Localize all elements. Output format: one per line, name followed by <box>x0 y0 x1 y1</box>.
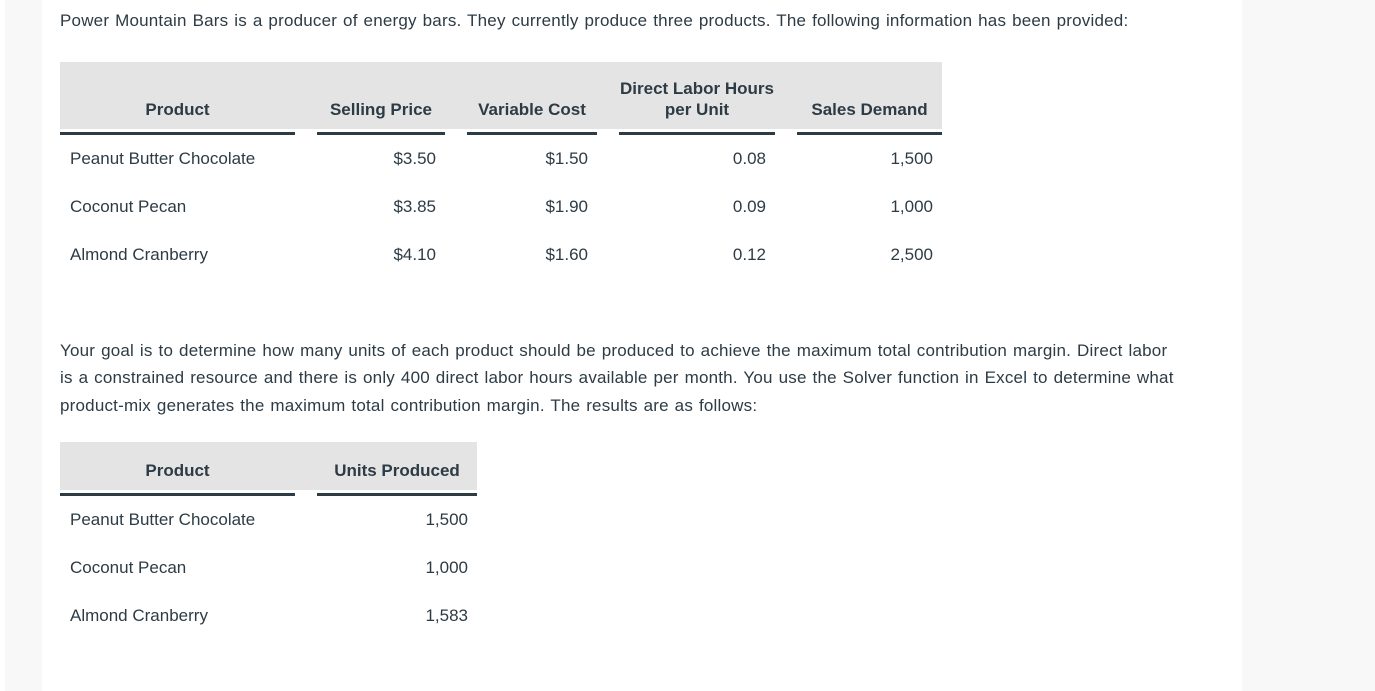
products-table-header-underline <box>60 131 942 135</box>
column-header-variable-cost: Variable Cost <box>478 99 586 119</box>
column-header-direct-labor-hours: Direct Labor Hours per Unit <box>620 78 774 119</box>
cell-sales-demand: 1,500 <box>890 148 933 168</box>
column-header-product: Product <box>145 99 210 119</box>
column-header-selling-price: Selling Price <box>329 99 433 119</box>
header-underline-segment <box>467 131 597 135</box>
results-table-header-row: Product Units Produced <box>60 442 477 490</box>
table-row: Peanut Butter Chocolate 1,500 <box>60 496 477 544</box>
cell-product: Coconut Pecan <box>70 558 187 577</box>
cell-sales-demand: 2,500 <box>890 244 933 264</box>
header-underline-segment <box>317 493 477 496</box>
table-row: Coconut Pecan $3.85 $1.90 0.09 1,000 <box>60 183 942 231</box>
cell-direct-labor-hours: 0.08 <box>732 148 766 168</box>
table-row: Almond Cranberry 1,583 <box>60 592 477 640</box>
cell-sales-demand: 1,000 <box>890 196 933 216</box>
column-header-units-produced: Units Produced <box>334 461 460 480</box>
header-underline-segment <box>797 131 942 135</box>
header-underline-segment <box>317 131 445 135</box>
header-underline-segment <box>60 131 295 135</box>
cell-product: Coconut Pecan <box>70 196 187 216</box>
cell-variable-cost: $1.50 <box>545 148 588 168</box>
header-underline-segment <box>60 493 295 496</box>
cell-units-produced: 1,583 <box>425 606 468 625</box>
goal-paragraph: Your goal is to determine how many units… <box>60 340 1174 415</box>
header-underline-segment <box>619 131 775 135</box>
cell-product: Peanut Butter Chocolate <box>70 148 256 168</box>
left-gutter <box>5 0 42 691</box>
cell-selling-price: $4.10 <box>393 244 436 264</box>
cell-variable-cost: $1.60 <box>545 244 588 264</box>
question-content-panel: Power Mountain Bars is a producer of ene… <box>42 0 1242 691</box>
table-row: Coconut Pecan 1,000 <box>60 544 477 592</box>
cell-variable-cost: $1.90 <box>545 196 588 216</box>
results-table-header-underline <box>60 493 477 496</box>
products-table-header-row: Product Selling Price Variable Cost Dire… <box>60 61 942 129</box>
table-row: Peanut Butter Chocolate $3.50 $1.50 0.08… <box>60 135 942 183</box>
cell-selling-price: $3.85 <box>393 196 436 216</box>
intro-paragraph: Power Mountain Bars is a producer of ene… <box>60 11 1129 30</box>
cell-product: Almond Cranberry <box>70 606 208 625</box>
cell-selling-price: $3.50 <box>393 148 436 168</box>
right-gutter <box>1242 0 1375 691</box>
column-header-sales-demand: Sales Demand <box>811 99 928 119</box>
cell-units-produced: 1,500 <box>425 510 468 529</box>
cell-direct-labor-hours: 0.12 <box>732 244 766 264</box>
cell-product: Almond Cranberry <box>70 244 208 264</box>
table-row: Almond Cranberry $4.10 $1.60 0.12 2,500 <box>60 231 942 279</box>
products-table: Product Selling Price Variable Cost Dire… <box>60 61 1242 279</box>
cell-product: Peanut Butter Chocolate <box>70 510 256 529</box>
results-table: Product Units Produced Peanut Butter Cho… <box>60 442 1242 640</box>
column-header-product: Product <box>145 461 210 480</box>
cell-direct-labor-hours: 0.09 <box>732 196 766 216</box>
cell-units-produced: 1,000 <box>425 558 468 577</box>
